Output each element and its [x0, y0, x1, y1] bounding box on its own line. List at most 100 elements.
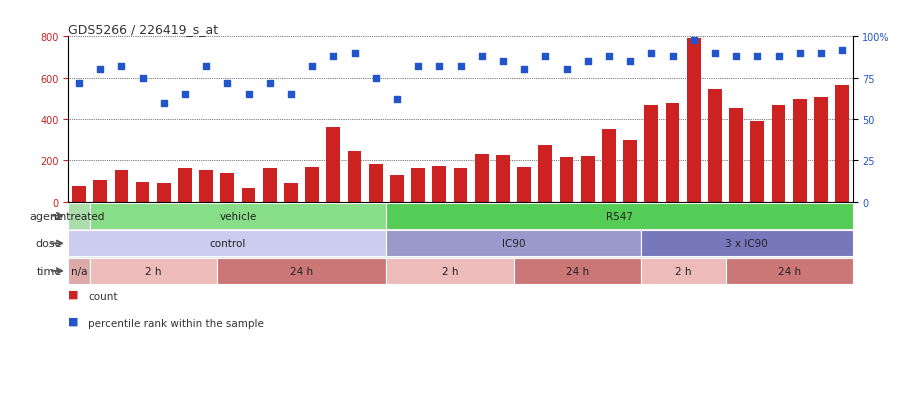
Bar	[262, 169, 276, 202]
Bar	[640, 231, 852, 256]
Point	[72, 80, 87, 87]
Bar	[115, 170, 128, 202]
Bar	[68, 203, 89, 229]
Bar	[89, 203, 386, 229]
Point	[579, 59, 594, 65]
Point	[749, 54, 763, 60]
Bar	[792, 100, 805, 202]
Bar	[580, 157, 594, 202]
Bar	[729, 108, 742, 202]
Bar	[368, 164, 383, 202]
Point	[432, 64, 446, 70]
Bar	[72, 187, 86, 202]
Point	[771, 54, 785, 60]
Bar	[386, 231, 640, 256]
Bar	[665, 103, 679, 202]
Bar	[750, 122, 763, 202]
Bar	[178, 169, 191, 202]
Text: n/a: n/a	[71, 266, 87, 276]
Bar	[622, 140, 636, 202]
Bar	[771, 105, 784, 202]
Bar	[496, 156, 509, 202]
Point	[389, 97, 404, 103]
Text: ■: ■	[68, 316, 79, 326]
Text: 24 h: 24 h	[777, 266, 800, 276]
Text: GDS5266 / 226419_s_at: GDS5266 / 226419_s_at	[68, 23, 219, 36]
Point	[537, 54, 552, 60]
Bar	[347, 152, 361, 202]
Bar	[89, 258, 217, 284]
Point	[792, 50, 806, 57]
Point	[558, 67, 573, 74]
Point	[199, 64, 213, 70]
Point	[326, 54, 341, 60]
Point	[474, 54, 488, 60]
Point	[368, 75, 383, 82]
Bar	[157, 184, 170, 202]
Point	[517, 67, 531, 74]
Point	[220, 80, 234, 87]
Point	[262, 80, 277, 87]
Bar	[834, 86, 848, 202]
Point	[347, 50, 362, 57]
Bar	[220, 173, 234, 202]
Text: ■: ■	[68, 289, 79, 299]
Bar	[686, 39, 700, 202]
Bar	[453, 169, 467, 202]
Bar	[305, 167, 319, 202]
Bar	[475, 155, 488, 202]
Bar	[386, 203, 852, 229]
Point	[664, 54, 679, 60]
Bar	[517, 167, 530, 202]
Point	[813, 50, 827, 57]
Text: IC90: IC90	[501, 239, 525, 249]
Point	[304, 64, 319, 70]
Bar	[68, 258, 89, 284]
Point	[178, 92, 192, 98]
Text: 24 h: 24 h	[565, 266, 589, 276]
Bar	[513, 258, 640, 284]
Bar	[814, 98, 827, 202]
Point	[453, 64, 467, 70]
Point	[707, 50, 722, 57]
Text: vehicle: vehicle	[220, 211, 256, 221]
Bar	[537, 145, 552, 202]
Point	[114, 64, 128, 70]
Point	[728, 54, 742, 60]
Text: dose: dose	[36, 239, 62, 249]
Bar	[217, 258, 386, 284]
Point	[411, 64, 425, 70]
Bar	[640, 258, 725, 284]
Point	[93, 67, 107, 74]
Bar	[725, 258, 852, 284]
Bar	[644, 105, 658, 202]
Text: R547: R547	[606, 211, 632, 221]
Bar	[241, 189, 255, 202]
Text: control: control	[209, 239, 245, 249]
Bar	[601, 130, 615, 202]
Text: 24 h: 24 h	[290, 266, 312, 276]
Point	[283, 92, 298, 98]
Point	[834, 47, 848, 54]
Point	[495, 59, 509, 65]
Bar	[136, 183, 149, 202]
Text: 3 x IC90: 3 x IC90	[724, 239, 767, 249]
Bar	[386, 258, 513, 284]
Bar	[432, 166, 445, 202]
Text: 2 h: 2 h	[145, 266, 161, 276]
Text: 2 h: 2 h	[674, 266, 691, 276]
Bar	[411, 169, 425, 202]
Text: count: count	[88, 291, 118, 301]
Text: agent: agent	[30, 211, 62, 221]
Point	[643, 50, 658, 57]
Point	[157, 100, 171, 107]
Bar	[200, 170, 213, 202]
Point	[622, 59, 637, 65]
Point	[135, 75, 149, 82]
Bar	[68, 231, 386, 256]
Text: untreated: untreated	[53, 211, 105, 221]
Text: 2 h: 2 h	[441, 266, 457, 276]
Bar	[326, 128, 340, 202]
Text: percentile rank within the sample: percentile rank within the sample	[88, 318, 264, 328]
Point	[241, 92, 256, 98]
